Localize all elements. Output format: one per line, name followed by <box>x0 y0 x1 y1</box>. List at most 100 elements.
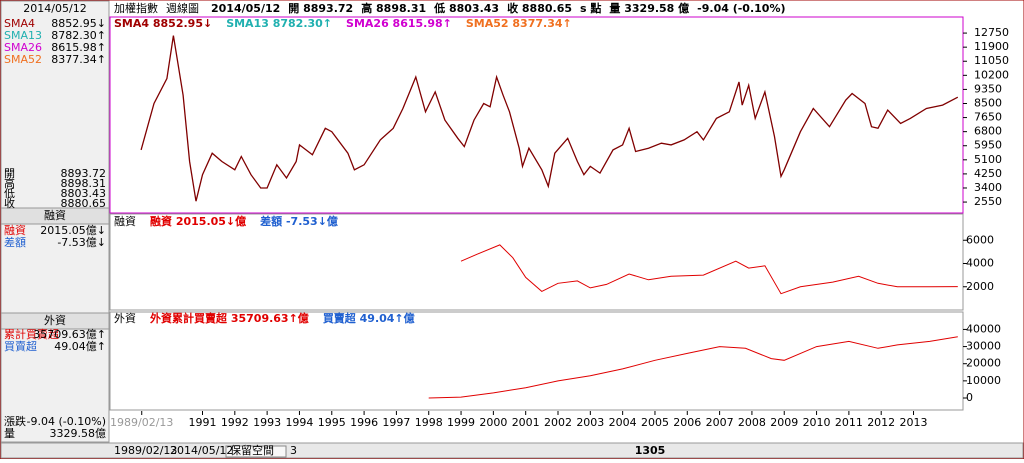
y-tick-label: 4000 <box>966 257 994 270</box>
y-tick-label: 9350 <box>974 82 1002 95</box>
toolbar-count: 3 <box>290 444 297 457</box>
legend-entry: SMA4 8852.95↓ <box>114 17 212 30</box>
legend-entry: 差額 -7.53↓億 <box>260 214 338 228</box>
price-panel <box>109 16 964 214</box>
foreign-head <box>0 312 110 330</box>
y-tick-label: 5100 <box>974 153 1002 166</box>
header-item: 加權指數 <box>114 1 158 15</box>
sidebar-label: SMA13 <box>4 29 42 42</box>
sidebar-label: 量 <box>4 427 15 440</box>
x-tick-label: 2007 <box>706 416 734 429</box>
legend-entry: 融資 2015.05↓億 <box>150 214 246 228</box>
x-tick-label: 1991 <box>188 416 216 429</box>
y-tick-label: 3400 <box>974 181 1002 194</box>
x-tick-label: 2012 <box>867 416 895 429</box>
sidebar-label: 買賣超 <box>4 339 37 353</box>
legend-entry: 融資 <box>114 215 136 228</box>
header-item: 低 8803.43 <box>433 1 499 15</box>
sidebar-date: 2014/05/12 <box>23 2 86 15</box>
series-line <box>460 244 958 295</box>
sidebar-value: -7.53億↓ <box>57 236 106 249</box>
sidebar-label: 開 <box>4 167 15 180</box>
sidebar-value: 8880.65 <box>61 197 107 210</box>
header-item: 週線圖 <box>166 1 199 15</box>
y-tick-label: 40000 <box>966 322 1001 335</box>
sidebar-value: -9.04 (-0.10%) <box>27 415 106 428</box>
legend-entry: 買賣超 49.04↑億 <box>323 311 415 325</box>
sidebar-label: 差額 <box>4 235 26 249</box>
sidebar-value: 8893.72 <box>61 167 107 180</box>
sidebar-label: 收 <box>4 196 15 210</box>
sidebar-label: 漲跌 <box>4 414 26 428</box>
foreign-panel <box>109 311 964 411</box>
sidebar-value: 3329.58億 <box>50 427 107 440</box>
margin-title: 融資 <box>44 209 66 222</box>
y-tick-label: 5950 <box>974 139 1002 152</box>
header-item: 收 8880.65 <box>507 1 572 15</box>
toolbar-bars: 1305 <box>635 444 666 457</box>
y-tick-label: 11900 <box>974 40 1009 53</box>
x-tick-label: 2013 <box>900 416 928 429</box>
margin-panel <box>109 213 964 311</box>
x-tick-label: 1997 <box>382 416 410 429</box>
y-tick-label: 20000 <box>966 357 1001 370</box>
sidebar-label: 高 <box>4 176 15 190</box>
x-tick-label: 1999 <box>447 416 475 429</box>
y-tick-label: 0 <box>966 391 973 404</box>
legend-entry: SMA13 8782.30↑ <box>226 17 332 30</box>
sidebar-value: 8898.31 <box>61 177 107 190</box>
y-tick-label: 10200 <box>974 68 1009 81</box>
x-tick-label: 2011 <box>835 416 863 429</box>
x-tick-label: 2009 <box>770 416 798 429</box>
sidebar-value: 8803.43 <box>61 187 107 200</box>
toolbar-button[interactable]: 保留空間 <box>230 443 274 457</box>
header-item: 高 8898.31 <box>361 1 426 15</box>
sidebar-label: 累計買賣超 <box>4 327 59 341</box>
y-tick-label: 10000 <box>966 374 1001 387</box>
sidebar-value: 49.04億↑ <box>54 340 106 353</box>
x-tick-label: 2008 <box>738 416 766 429</box>
x-tick-label: 2006 <box>673 416 701 429</box>
sidebar-value: 8377.34↑ <box>51 53 106 66</box>
y-tick-label: 6800 <box>974 125 1002 138</box>
header-item: -9.04 (-0.10%) <box>697 2 785 15</box>
y-tick-label: 30000 <box>966 340 1001 353</box>
header-item: 開 8893.72 <box>288 2 353 15</box>
y-tick-label: 2000 <box>966 280 994 293</box>
y-tick-label: 11050 <box>974 54 1009 67</box>
x-tick-label: 2001 <box>512 416 540 429</box>
x-tick-label: 1992 <box>221 416 249 429</box>
x-tick-label: 1993 <box>253 416 281 429</box>
x-tick-label: 2005 <box>641 416 669 429</box>
series-line <box>140 35 959 202</box>
sidebar-label: SMA26 <box>4 41 42 54</box>
series-line <box>428 336 958 399</box>
legend-entry: 外資 <box>114 312 136 325</box>
toolbar-start: 1989/02/13 <box>114 444 177 457</box>
toolbar-end[interactable]: 2014/05/12 <box>170 444 233 457</box>
sidebar-value: 8782.30↑ <box>51 29 106 42</box>
reserve-button[interactable] <box>225 445 287 458</box>
x-tick-label: 1989/02/13 <box>110 416 173 429</box>
x-tick-label: 2003 <box>576 416 604 429</box>
header-item: s 點 <box>580 1 601 15</box>
sidebar-value: 8615.98↑ <box>51 41 106 54</box>
sidebar-label: 融資 <box>4 224 26 237</box>
x-tick-label: 2000 <box>479 416 507 429</box>
margin-head <box>0 207 110 225</box>
header-item: 2014/05/12 <box>211 2 280 15</box>
x-tick-label: 2010 <box>803 416 831 429</box>
sidebar-value: 8852.95↓ <box>51 17 106 30</box>
x-tick-label: 1995 <box>318 416 346 429</box>
y-tick-label: 4250 <box>974 167 1002 180</box>
foreign-title: 外資 <box>44 314 66 327</box>
sidebar-label: SMA52 <box>4 53 42 66</box>
x-tick-label: 1996 <box>350 416 378 429</box>
x-tick-label: 1998 <box>415 416 443 429</box>
x-tick-label: 2002 <box>544 416 572 429</box>
y-tick-label: 6000 <box>966 233 994 246</box>
legend-entry: SMA26 8615.98↑ <box>346 17 452 30</box>
y-tick-label: 12750 <box>974 26 1009 39</box>
